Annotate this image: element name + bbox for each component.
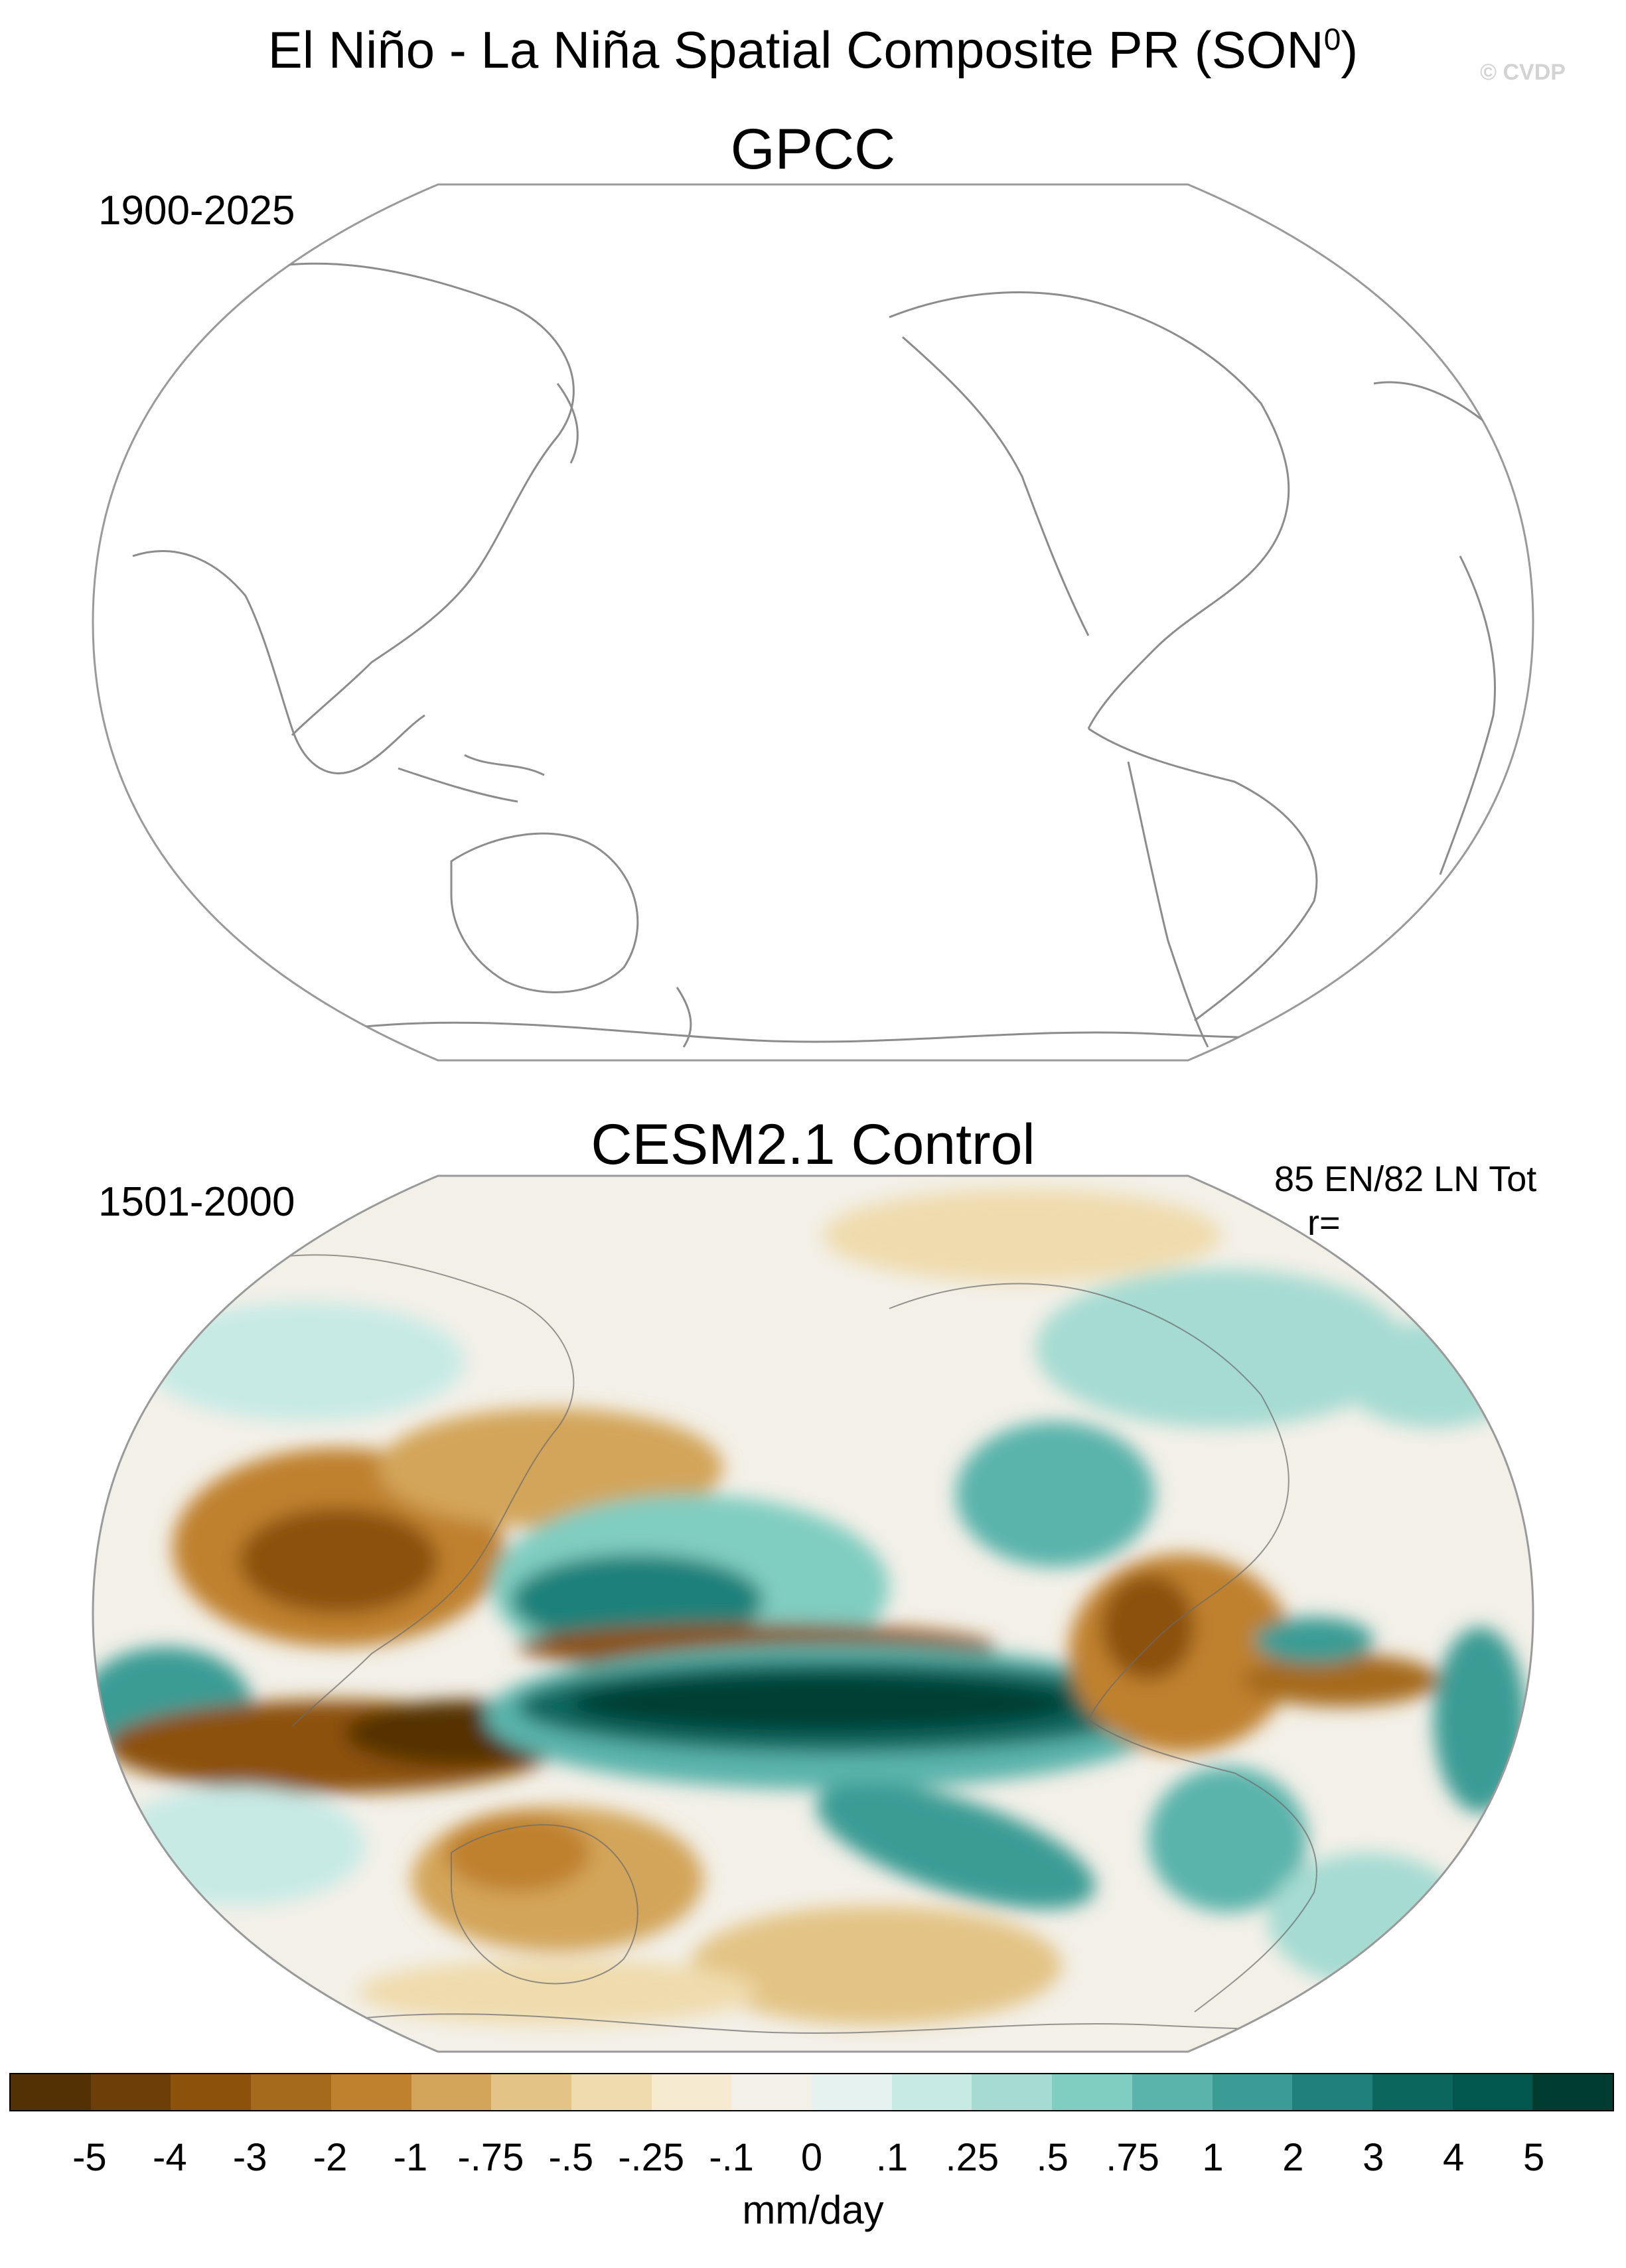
panel2-stats: 85 EN/82 LN Tot r= [1274, 1157, 1536, 1245]
panel1-title: GPCC [730, 117, 896, 181]
colorbar-tick-label: .75 [1106, 2136, 1159, 2179]
colorbar-tick-label: -.1 [709, 2136, 754, 2179]
colorbar-tick-label: -.5 [548, 2136, 594, 2179]
wet-north-pacific-core [511, 1554, 763, 1647]
colorbar-swatch [411, 2074, 492, 2110]
dry-east-asia-core [239, 1508, 438, 1614]
colorbar-tick-label: 2 [1282, 2136, 1304, 2179]
weak-wet-europe [1341, 1322, 1526, 1428]
colorbar-units: mm/day [742, 2188, 884, 2232]
colorbar-tick-label: -4 [153, 2136, 187, 2179]
colorbar-tick-label: -.75 [457, 2136, 524, 2179]
coastlines [132, 262, 1497, 1048]
watermark: © CVDP [1480, 60, 1566, 85]
colorbar-tick-label: 4 [1443, 2136, 1465, 2179]
colorbar-swatch [171, 2074, 252, 2110]
wet-north-america-south [956, 1421, 1155, 1567]
colorbar-swatch [731, 2074, 812, 2110]
figure-title-superscript: 0 [1323, 22, 1341, 56]
colorbar-swatch [972, 2074, 1053, 2110]
wet-south-indian-ocean [113, 1786, 365, 1906]
colorbar-tick-label: 0 [800, 2136, 823, 2179]
wet-east-africa [1434, 1627, 1526, 1813]
colorbar-swatch [491, 2074, 571, 2110]
dry-amazon-core [1102, 1574, 1195, 1680]
colorbar-swatch [812, 2074, 892, 2110]
colorbar-tick-label: 5 [1522, 2136, 1545, 2179]
colorbar-swatch [891, 2074, 972, 2110]
colorbar-swatch [1052, 2074, 1132, 2110]
map-boundary [92, 1174, 1534, 2053]
figure-title-text: El Niño - La Niña Spatial Composite PR (… [267, 21, 1324, 79]
colorbar-tick-label: .5 [1036, 2136, 1069, 2179]
colorbar-swatch [90, 2074, 171, 2110]
dry-south-pacific-midlat [690, 1906, 1062, 2025]
panel2-correlation: r= [1307, 1203, 1341, 1243]
wet-south-pacific-diagonal [816, 1782, 1096, 1910]
panel1-period: 1900-2025 [98, 188, 295, 234]
map-boundary [92, 183, 1534, 1062]
panel2-title: CESM2.1 Control [591, 1113, 1035, 1176]
colorbar-swatch [1292, 2074, 1372, 2110]
colorbar-tick-label: -1 [393, 2136, 428, 2179]
dry-australia-core [445, 1813, 591, 1892]
colorbar-swatch [1452, 2074, 1533, 2110]
wet-south-atlantic [1268, 1853, 1467, 1985]
colorbar-swatch [1372, 2074, 1453, 2110]
dry-tropical-atlantic [1241, 1654, 1440, 1707]
colorbar-swatch [11, 2074, 91, 2110]
panel2-period: 1501-2000 [98, 1179, 295, 1225]
weak-dry-arctic [823, 1189, 1221, 1282]
figure-title-suffix: ) [1341, 21, 1359, 79]
colorbar-swatch [331, 2074, 411, 2110]
wet-equatorial-pacific-core [571, 1675, 1075, 1731]
colorbar-tick-label: 3 [1363, 2136, 1384, 2179]
colorbar-swatch [651, 2074, 732, 2110]
weak-wet-siberia [146, 1302, 465, 1421]
figure-title: El Niño - La Niña Spatial Composite PR (… [0, 20, 1626, 80]
colorbar-swatch [571, 2074, 652, 2110]
colorbar-swatch [1132, 2074, 1213, 2110]
colorbar-tick-label: .25 [945, 2136, 999, 2179]
colorbar-tick-label: -3 [232, 2136, 267, 2179]
colorbar-labels: -5 -4 -3 -2 -1 -.75 -.5 -.25 -.1 0 .1 .25 .5 .75 1 2 3 4 5 [9, 2135, 1614, 2182]
panel2-event-count: 85 EN/82 LN Tot [1274, 1159, 1537, 1199]
colorbar-tick-label: -.25 [618, 2136, 685, 2179]
dry-north-pacific-west [378, 1408, 723, 1527]
wet-west-africa [1254, 1617, 1374, 1664]
colorbar-tick-label: .1 [875, 2136, 909, 2179]
colorbar-swatch [251, 2074, 331, 2110]
colorbar-tick-label: -5 [72, 2136, 107, 2179]
colorbar [9, 2073, 1614, 2111]
cesm-map [92, 1174, 1534, 2053]
colorbar-tick-label: -2 [313, 2136, 348, 2179]
colorbar-swatch [1212, 2074, 1293, 2110]
dry-southern-ocean [358, 1959, 757, 2025]
wet-southeast-south-america [1148, 1766, 1307, 1912]
gpcc-map [92, 183, 1534, 1062]
colorbar-swatch [1532, 2074, 1613, 2110]
weak-wet-north-atlantic [1035, 1269, 1407, 1428]
colorbar-tick-label: 1 [1202, 2136, 1224, 2179]
